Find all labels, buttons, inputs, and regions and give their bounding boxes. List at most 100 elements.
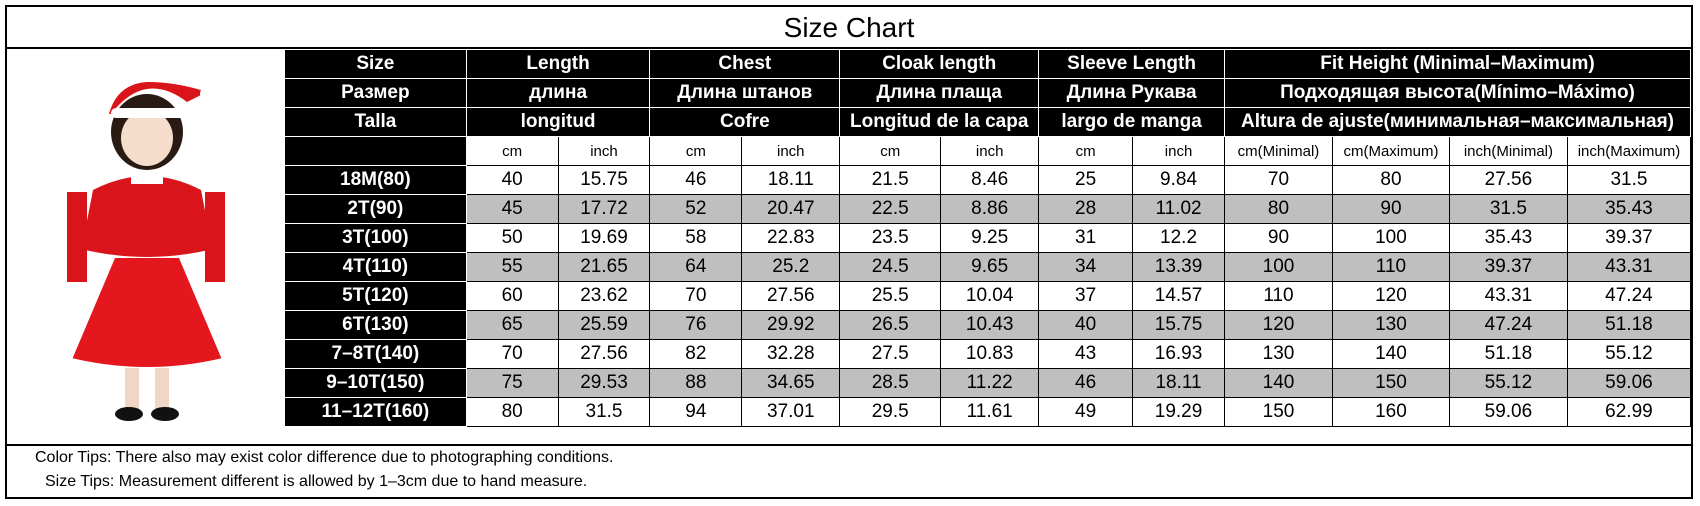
header-cell: Altura de ajuste(минимальная–максимальна… [1224,107,1691,137]
value-cell: 90 [1331,194,1450,224]
product-photo [67,82,225,421]
value-cell: 31.5 [1566,165,1692,195]
unit-cell: inch [940,136,1040,166]
header-row: Talla longitud Cofre Longitud de la capa lar… [284,107,1691,137]
value-cell: 18.11 [1132,368,1225,398]
value-cell: 11.02 [1132,194,1225,224]
value-cell: 120 [1331,281,1450,311]
value-cell: 58 [649,223,743,253]
data-row: 5T(120) 60 23.62 70 27.56 25.5 10.04 37 14.57 110… [284,281,1692,311]
header-row: Размер длина Длина штанов Длина плаща Длина … [284,78,1691,108]
value-cell: 16.93 [1132,339,1225,369]
value-cell: 50 [465,223,559,253]
value-cell: 51.18 [1566,310,1692,340]
size-cell: 6T(130) [284,310,467,340]
value-cell: 29.92 [741,310,841,340]
value-cell: 70 [1224,165,1333,195]
value-cell: 10.04 [940,281,1040,311]
value-cell: 75 [465,368,559,398]
value-cell: 37.01 [741,397,841,427]
value-cell: 94 [649,397,743,427]
data-row: 6T(130) 65 25.59 76 29.92 26.5 10.43 40 15.75 120… [284,310,1692,340]
value-cell: 10.83 [940,339,1040,369]
value-cell: 26.5 [839,310,942,340]
value-cell: 80 [1331,165,1450,195]
value-cell: 21.5 [839,165,942,195]
value-cell: 160 [1331,397,1450,427]
size-cell: 9–10T(150) [284,368,467,398]
value-cell: 140 [1331,339,1450,369]
value-cell: 22.83 [741,223,841,253]
unit-cell: cm [839,136,942,166]
value-cell: 32.28 [741,339,841,369]
header-cell: Подходящая высота(Mínimo–Máximo) [1224,78,1691,108]
unit-cell: inch(Maximum) [1566,136,1692,166]
value-cell: 39.37 [1448,252,1568,282]
value-cell: 70 [465,339,559,369]
value-cell: 23.5 [839,223,942,253]
value-cell: 150 [1331,368,1450,398]
value-cell: 100 [1331,223,1450,253]
value-cell: 52 [649,194,743,224]
value-cell: 29.53 [557,368,651,398]
size-cell: 4T(110) [284,252,467,282]
value-cell: 150 [1224,397,1333,427]
data-row: 3T(100) 50 19.69 58 22.83 23.5 9.25 31 12.2 90 100… [284,223,1692,253]
unit-cell: inch(Minimal) [1448,136,1568,166]
value-cell: 37 [1038,281,1134,311]
value-cell: 43.31 [1448,281,1568,311]
value-cell: 31.5 [557,397,651,427]
unit-cell: inch [741,136,841,166]
value-cell: 19.69 [557,223,651,253]
header-cell: Size [284,49,467,79]
value-cell: 28 [1038,194,1134,224]
value-cell: 27.56 [557,339,651,369]
value-cell: 9.84 [1132,165,1225,195]
unit-cell: cm(Minimal) [1224,136,1333,166]
value-cell: 62.99 [1566,397,1692,427]
value-cell: 59.06 [1448,397,1568,427]
header-cell: Talla [284,107,467,137]
size-chart: Size Chart Size Length Chest Cloak length Sl… [5,5,1693,499]
value-cell: 80 [465,397,559,427]
unit-cell: cm [1038,136,1134,166]
header-cell: Длина штанов [649,78,841,108]
value-cell: 31 [1038,223,1134,253]
value-cell: 40 [465,165,559,195]
value-cell: 17.72 [557,194,651,224]
title: Size Chart [7,7,1691,49]
size-cell: 2T(90) [284,194,467,224]
value-cell: 110 [1224,281,1333,311]
value-cell: 8.46 [940,165,1040,195]
value-cell: 24.5 [839,252,942,282]
data-row: 9–10T(150) 75 29.53 88 34.65 28.5 11.22 46 18.11… [284,368,1692,398]
value-cell: 25.5 [839,281,942,311]
value-cell: 31.5 [1448,194,1568,224]
note: Color Tips: There also may exist color d… [35,449,614,466]
size-cell: 5T(120) [284,281,467,311]
header-cell: Длина Рукава [1038,78,1225,108]
value-cell: 8.86 [940,194,1040,224]
value-cell: 25 [1038,165,1134,195]
value-cell: 20.47 [741,194,841,224]
header-cell: Длина плаща [839,78,1040,108]
value-cell: 19.29 [1132,397,1225,427]
size-cell: 3T(100) [284,223,467,253]
value-cell: 55.12 [1448,368,1568,398]
note: Size Tips: Measurement different is allo… [45,473,588,490]
data-row: 18M(80) 40 15.75 46 18.11 21.5 8.46 25 9.84 70 80 2… [284,165,1692,195]
header-cell: Length [465,49,651,79]
value-cell: 45 [465,194,559,224]
value-cell: 29.5 [839,397,942,427]
value-cell: 110 [1331,252,1450,282]
value-cell: 39.37 [1566,223,1692,253]
value-cell: 47.24 [1448,310,1568,340]
value-cell: 88 [649,368,743,398]
value-cell: 59.06 [1566,368,1692,398]
unit-row: cm inch cm inch cm inch cm inch cm(Minimal) cm(Ma… [284,136,1692,166]
header-cell: Longitud de la capa [839,107,1040,137]
size-table: Size Length Chest Cloak length Sleeve Length… [284,49,1692,427]
data-row: 11–12T(160) 80 31.5 94 37.01 29.5 11.61 49 19.29… [284,397,1692,427]
value-cell: 9.65 [940,252,1040,282]
